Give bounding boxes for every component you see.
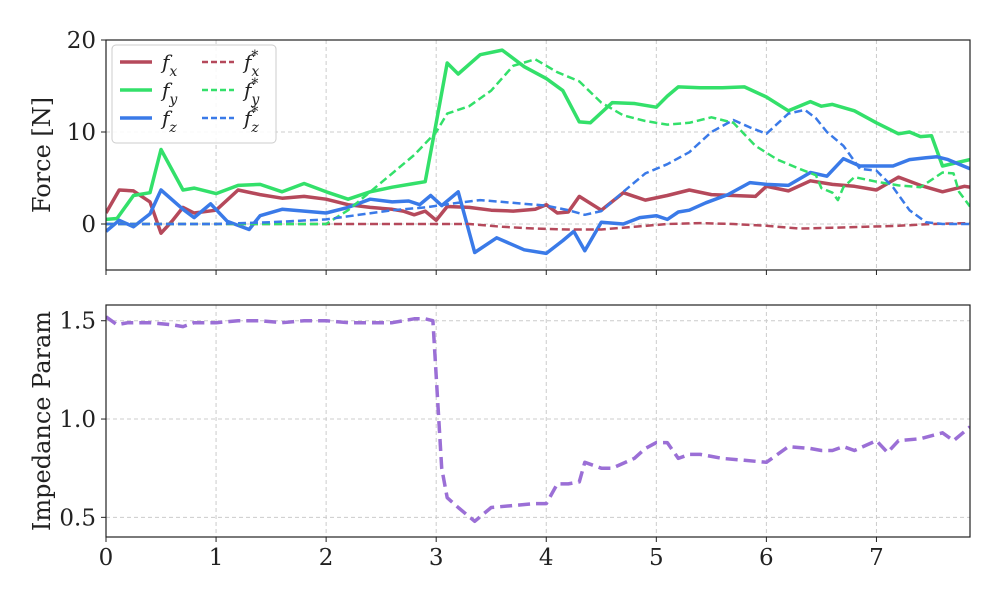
legend-entry: f* x xyxy=(242,48,259,80)
x-tick-label: 0 xyxy=(99,545,114,571)
x-tick-label: 3 xyxy=(429,545,444,571)
series-line-f-z-ref xyxy=(106,108,970,226)
legend-box xyxy=(111,44,277,144)
legend-entry-sub: y xyxy=(168,92,178,108)
legend-entry-sub: z xyxy=(168,120,177,136)
y-tick-label: 1.0 xyxy=(59,407,96,433)
y-axis-label: Impedance Param xyxy=(28,311,56,531)
legend-entry: f* z xyxy=(242,104,259,136)
y-tick-label: 20 xyxy=(67,28,96,54)
legend-entry-sub: z xyxy=(250,120,259,136)
series-line-f-y xyxy=(106,48,970,222)
legend-entry-sup: * xyxy=(251,76,258,92)
x-tick-label: 7 xyxy=(869,545,884,571)
legend-entry-sub: x xyxy=(169,64,177,80)
series-line-f-y-ref xyxy=(106,58,970,226)
series-line-f-z xyxy=(106,155,970,256)
series-line-f-x-ref xyxy=(106,221,970,231)
axes-frame xyxy=(105,304,971,538)
legend-entry: f* y xyxy=(242,76,260,108)
x-tick-label: 1 xyxy=(209,545,224,571)
legend-entry-sub: y xyxy=(250,92,260,108)
x-tick-label: 4 xyxy=(539,545,554,571)
y-axis-label: Force [N] xyxy=(28,97,56,213)
y-tick-label: 0.5 xyxy=(59,505,96,531)
x-tick-label: 5 xyxy=(649,545,664,571)
x-tick-label: 2 xyxy=(319,545,334,571)
series-line-impedance xyxy=(106,315,970,524)
legend-entry-sup: * xyxy=(251,104,258,120)
legend-entry-sup: * xyxy=(251,48,258,64)
y-tick-label: 1.5 xyxy=(59,309,96,335)
axes-frame xyxy=(105,39,971,271)
y-tick-label: 0 xyxy=(81,212,96,238)
y-tick-label: 10 xyxy=(67,120,96,146)
x-tick-label: 6 xyxy=(759,545,774,571)
legend-entry-sub: x xyxy=(251,64,259,80)
